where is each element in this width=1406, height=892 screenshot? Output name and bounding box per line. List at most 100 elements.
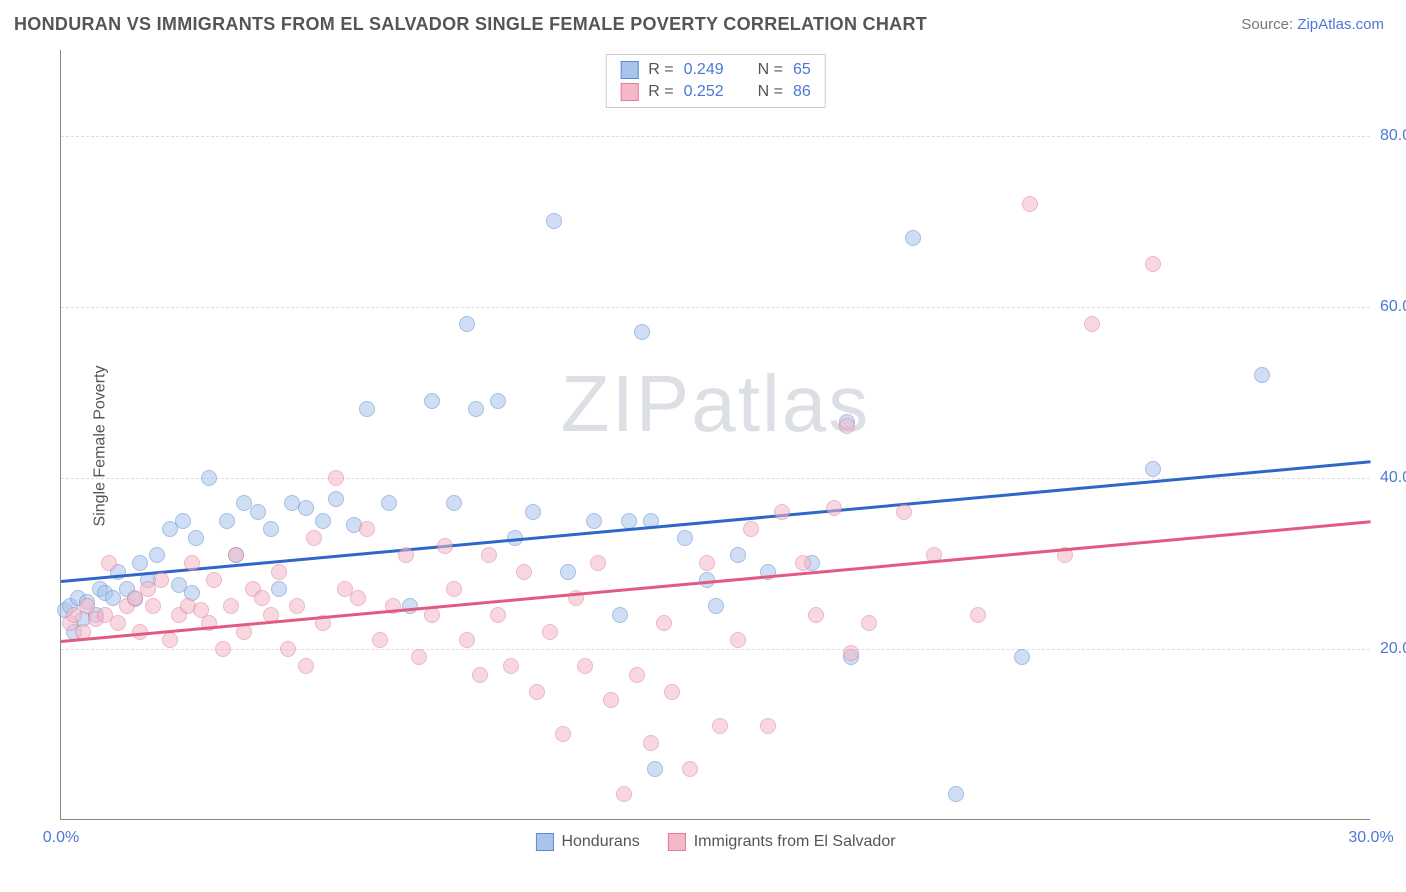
scatter-point xyxy=(490,607,506,623)
r-label: R = xyxy=(648,83,673,101)
scatter-point xyxy=(424,393,440,409)
scatter-point xyxy=(774,504,790,520)
scatter-point xyxy=(481,547,497,563)
legend-row: R = 0.249 N = 65 xyxy=(616,59,815,81)
scatter-point xyxy=(162,632,178,648)
y-tick-label: 80.0% xyxy=(1380,127,1406,145)
scatter-point xyxy=(263,521,279,537)
scatter-point xyxy=(459,632,475,648)
n-value: 65 xyxy=(793,61,811,79)
scatter-point xyxy=(306,530,322,546)
scatter-point xyxy=(682,761,698,777)
y-tick-label: 20.0% xyxy=(1380,640,1406,658)
scatter-point xyxy=(175,513,191,529)
source-credit: Source: ZipAtlas.com xyxy=(1241,16,1384,33)
legend-row: R = 0.252 N = 86 xyxy=(616,81,815,103)
legend-swatch xyxy=(668,833,686,851)
n-label: N = xyxy=(758,83,783,101)
scatter-point xyxy=(643,735,659,751)
scatter-point xyxy=(808,607,824,623)
scatter-point xyxy=(503,658,519,674)
r-value: 0.252 xyxy=(684,83,724,101)
legend-item: Hondurans xyxy=(535,833,639,851)
scatter-point xyxy=(516,564,532,580)
scatter-point xyxy=(1022,196,1038,212)
scatter-point xyxy=(328,491,344,507)
legend-label: Hondurans xyxy=(561,833,639,851)
scatter-point xyxy=(328,470,344,486)
scatter-point xyxy=(398,547,414,563)
scatter-point xyxy=(861,615,877,631)
scatter-point xyxy=(677,530,693,546)
scatter-point xyxy=(271,564,287,580)
source-link[interactable]: ZipAtlas.com xyxy=(1297,16,1384,33)
scatter-point xyxy=(228,547,244,563)
series-legend: Hondurans Immigrants from El Salvador xyxy=(535,833,895,851)
scatter-point xyxy=(359,521,375,537)
scatter-point xyxy=(843,645,859,661)
scatter-point xyxy=(254,590,270,606)
gridline xyxy=(61,136,1370,137)
correlation-legend: R = 0.249 N = 65 R = 0.252 N = 86 xyxy=(605,54,826,108)
scatter-point xyxy=(1084,316,1100,332)
scatter-point xyxy=(350,590,366,606)
n-value: 86 xyxy=(793,83,811,101)
legend-swatch xyxy=(620,83,638,101)
scatter-point xyxy=(634,324,650,340)
scatter-point xyxy=(621,513,637,529)
scatter-point xyxy=(289,598,305,614)
scatter-point xyxy=(153,572,169,588)
source-prefix: Source: xyxy=(1241,16,1297,33)
scatter-point xyxy=(970,607,986,623)
scatter-point xyxy=(699,555,715,571)
scatter-point xyxy=(446,581,462,597)
scatter-point xyxy=(555,726,571,742)
scatter-point xyxy=(280,641,296,657)
scatter-point xyxy=(712,718,728,734)
scatter-point xyxy=(1014,649,1030,665)
scatter-point xyxy=(201,470,217,486)
scatter-point xyxy=(730,547,746,563)
gridline xyxy=(61,649,1370,650)
scatter-point xyxy=(743,521,759,537)
scatter-point xyxy=(590,555,606,571)
scatter-point xyxy=(149,547,165,563)
scatter-point xyxy=(472,667,488,683)
y-tick-label: 40.0% xyxy=(1380,469,1406,487)
scatter-point xyxy=(381,495,397,511)
scatter-point xyxy=(896,504,912,520)
legend-label: Immigrants from El Salvador xyxy=(694,833,896,851)
scatter-point xyxy=(795,555,811,571)
scatter-point xyxy=(708,598,724,614)
scatter-point xyxy=(184,555,200,571)
scatter-point xyxy=(188,530,204,546)
scatter-point xyxy=(223,598,239,614)
scatter-point xyxy=(490,393,506,409)
scatter-point xyxy=(603,692,619,708)
scatter-point xyxy=(948,786,964,802)
scatter-point xyxy=(529,684,545,700)
scatter-point xyxy=(250,504,266,520)
scatter-point xyxy=(826,500,842,516)
scatter-point xyxy=(219,513,235,529)
scatter-point xyxy=(542,624,558,640)
scatter-point xyxy=(215,641,231,657)
n-label: N = xyxy=(758,61,783,79)
scatter-point xyxy=(760,718,776,734)
legend-item: Immigrants from El Salvador xyxy=(668,833,896,851)
scatter-point xyxy=(372,632,388,648)
r-label: R = xyxy=(648,61,673,79)
y-tick-label: 60.0% xyxy=(1380,298,1406,316)
scatter-point xyxy=(905,230,921,246)
scatter-point xyxy=(411,649,427,665)
scatter-point xyxy=(206,572,222,588)
scatter-plot: ZIPatlas R = 0.249N = 65R = 0.252N = 86 … xyxy=(60,50,1370,820)
scatter-point xyxy=(647,761,663,777)
chart-title: HONDURAN VS IMMIGRANTS FROM EL SALVADOR … xyxy=(14,14,927,35)
scatter-point xyxy=(132,555,148,571)
scatter-point xyxy=(298,658,314,674)
scatter-point xyxy=(101,555,117,571)
r-value: 0.249 xyxy=(684,61,724,79)
scatter-point xyxy=(546,213,562,229)
scatter-point xyxy=(1145,461,1161,477)
